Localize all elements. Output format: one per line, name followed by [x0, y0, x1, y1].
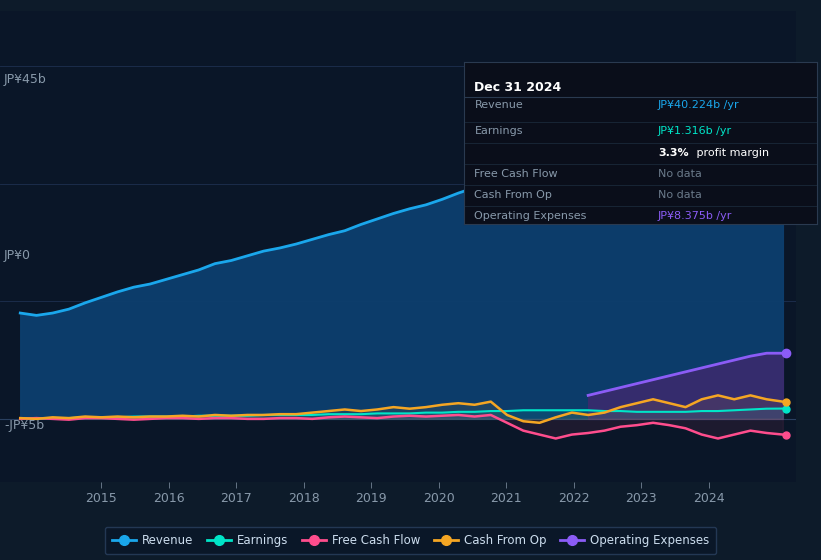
Text: JP¥0: JP¥0 [4, 249, 31, 262]
Text: Cash From Op: Cash From Op [475, 190, 553, 200]
Text: Earnings: Earnings [475, 127, 523, 137]
Text: -JP¥5b: -JP¥5b [4, 419, 44, 432]
Text: JP¥40.224b /yr: JP¥40.224b /yr [658, 100, 740, 110]
Text: Dec 31 2024: Dec 31 2024 [475, 81, 562, 94]
Text: No data: No data [658, 169, 702, 179]
Text: No data: No data [658, 190, 702, 200]
Text: Operating Expenses: Operating Expenses [475, 211, 587, 221]
Text: Free Cash Flow: Free Cash Flow [475, 169, 558, 179]
Text: JP¥45b: JP¥45b [4, 73, 47, 86]
Text: JP¥8.375b /yr: JP¥8.375b /yr [658, 211, 732, 221]
Legend: Revenue, Earnings, Free Cash Flow, Cash From Op, Operating Expenses: Revenue, Earnings, Free Cash Flow, Cash … [105, 527, 716, 554]
Text: profit margin: profit margin [693, 147, 769, 157]
Text: JP¥1.316b /yr: JP¥1.316b /yr [658, 127, 732, 137]
Text: Revenue: Revenue [475, 100, 523, 110]
Text: 3.3%: 3.3% [658, 147, 689, 157]
